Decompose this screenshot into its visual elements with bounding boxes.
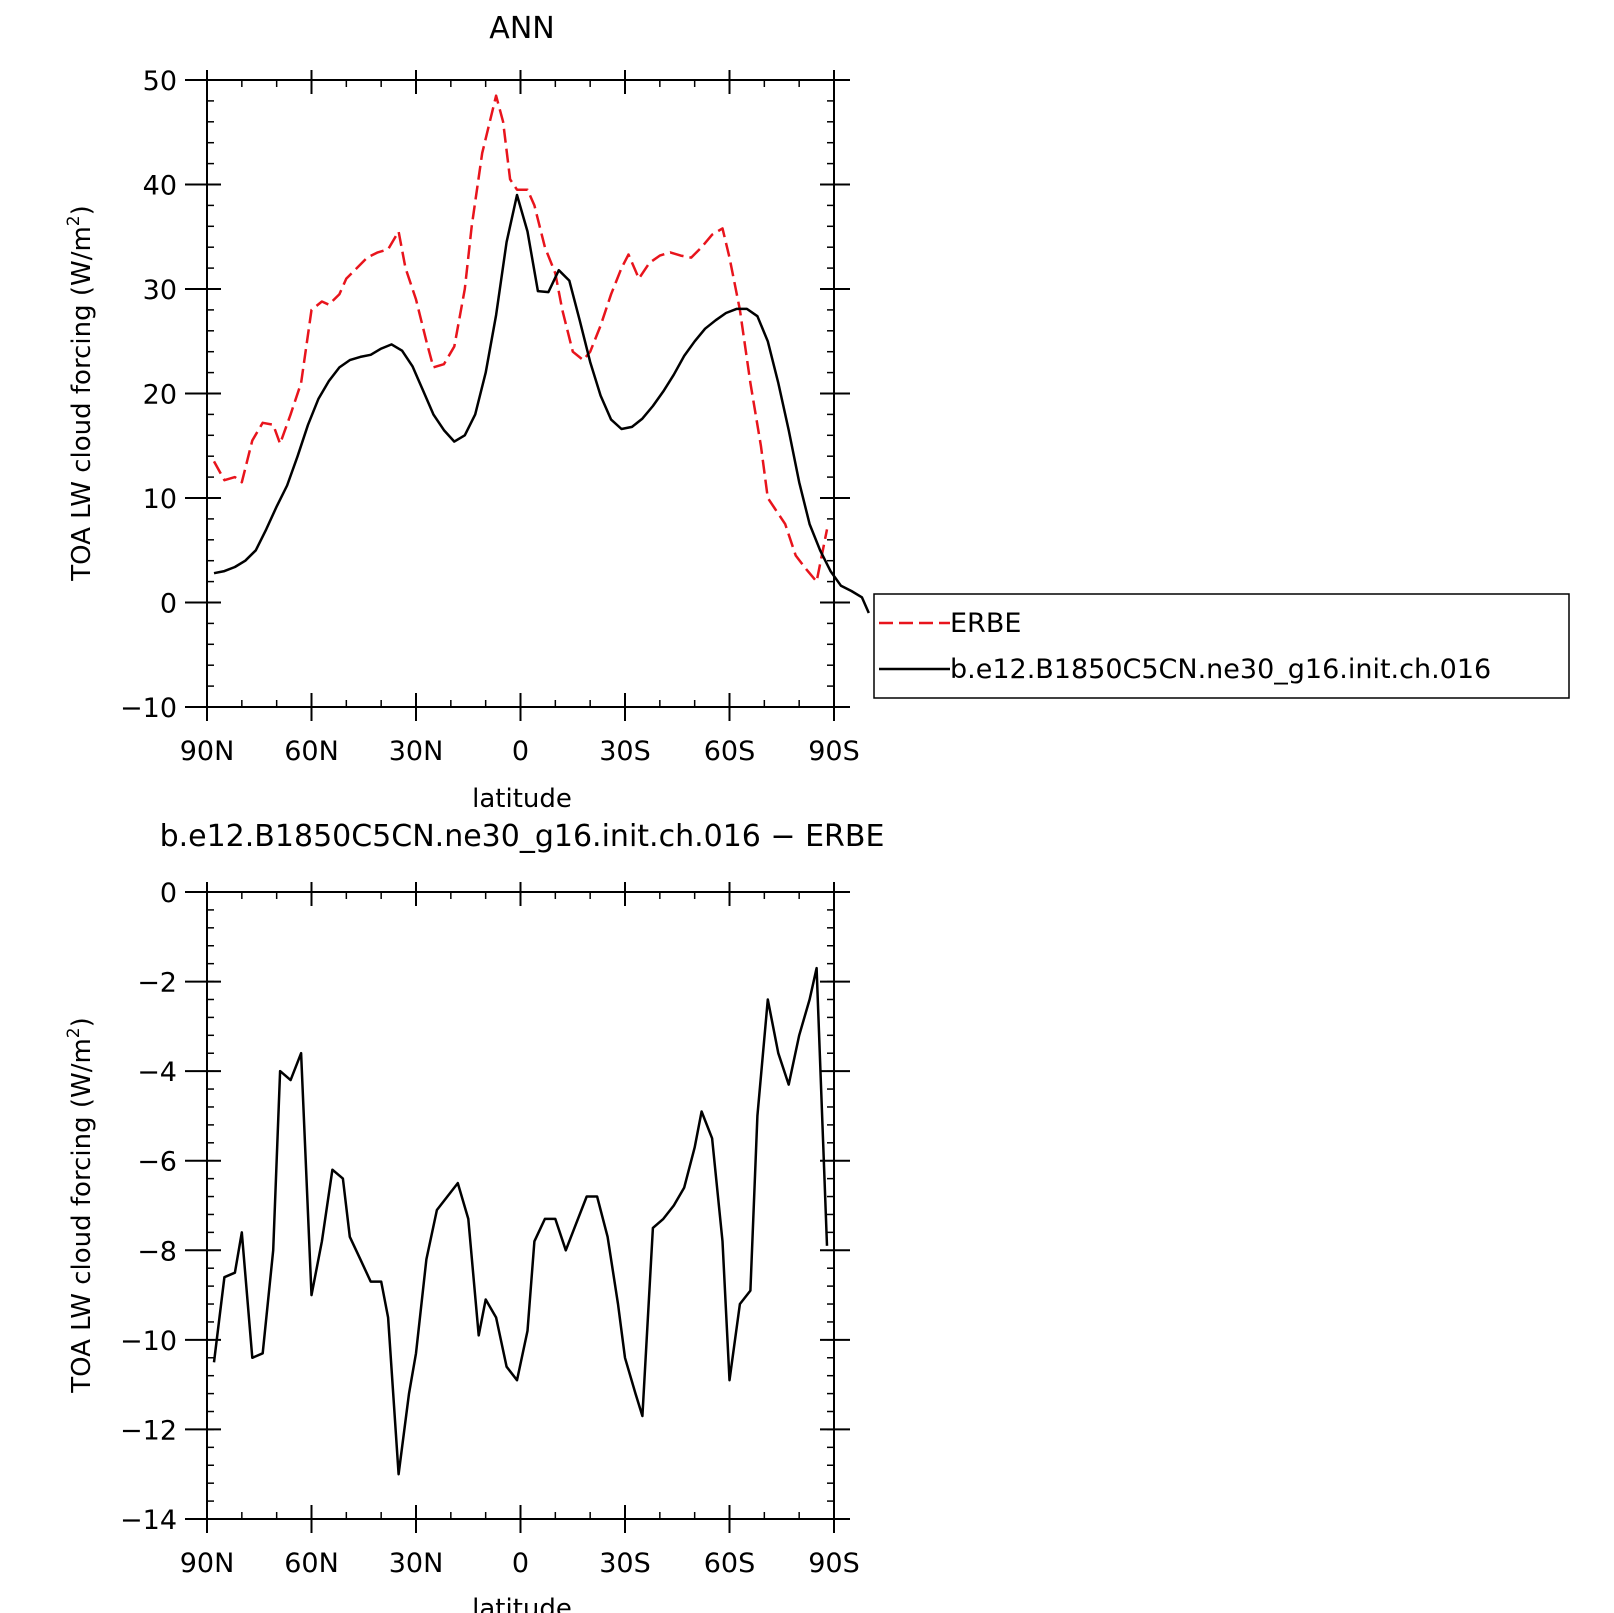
top-y-tick-label: 10 (143, 484, 177, 515)
top-y-axis-label: TOA LW cloud forcing (W/m2) (64, 205, 97, 582)
bottom-plot-frame (206, 891, 835, 1520)
legend-label-erbe: ERBE (950, 608, 1021, 639)
bottom-y-tick-label: −12 (120, 1415, 177, 1446)
top-series-lines (212, 94, 870, 614)
top-x-tick-label: 60S (704, 736, 756, 767)
bottom-x-tick-label: 60N (284, 1548, 339, 1579)
bottom-y-tick-label: −14 (120, 1505, 177, 1536)
legend-label-model: b.e12.B1850C5CN.ne30_g16.init.ch.016 (950, 654, 1491, 685)
top-y-tick-label: 40 (143, 171, 177, 202)
bottom-y-tick-label: −8 (137, 1236, 177, 1267)
legend-box (873, 593, 1570, 699)
bottom-series-line-difference (212, 966, 829, 1476)
bottom-y-tick-label: −10 (120, 1326, 177, 1357)
bottom-y-axis-label-text: TOA LW cloud forcing (W/m (67, 1038, 97, 1394)
bottom-y-axis-label-close: ) (67, 1017, 97, 1027)
bottom-y-axis-label: TOA LW cloud forcing (W/m2) (64, 1017, 97, 1394)
top-x-tick-label: 30S (599, 736, 651, 767)
bottom-x-tick-label: 30N (389, 1548, 444, 1579)
bottom-x-tick-label: 0 (512, 1548, 529, 1579)
legend: ERBE b.e12.B1850C5CN.ne30_g16.init.ch.01… (873, 593, 1570, 699)
top-y-tick-label: 50 (143, 66, 177, 97)
bottom-panel: b.e12.B1850C5CN.ne30_g16.init.ch.016 − E… (64, 819, 884, 1613)
top-y-tick-label: −10 (120, 693, 177, 724)
top-panel: ANN −10 0 10 20 30 40 50 90N 60N 30N 0 30S 60S 90S la… (64, 11, 1570, 814)
top-y-axis-label-close: ) (67, 205, 97, 215)
top-axes: −10 0 10 20 30 40 50 90N 60N 30N 0 30S 60S 90S (120, 66, 860, 767)
bottom-x-tick-label: 90N (180, 1548, 235, 1579)
top-plot-frame (206, 79, 835, 708)
bottom-y-tick-label: −6 (137, 1147, 177, 1178)
top-x-axis-label: latitude (472, 784, 572, 814)
top-y-tick-label: 30 (143, 275, 177, 306)
top-y-axis-label-superscript: 2 (64, 215, 84, 226)
bottom-x-tick-label: 60S (704, 1548, 756, 1579)
top-x-tick-label: 90S (808, 736, 860, 767)
bottom-x-tick-label: 30S (599, 1548, 651, 1579)
top-y-tick-label: 0 (160, 589, 177, 620)
bottom-axes: −14 −12 −10 −8 −6 −4 −2 0 90N 60N 30N 0 30S 60S 90S (120, 878, 860, 1579)
bottom-y-tick-label: −4 (137, 1057, 177, 1088)
bottom-chart-title: b.e12.B1850C5CN.ne30_g16.init.ch.016 − E… (160, 819, 885, 854)
bottom-y-axis-label-superscript: 2 (64, 1027, 84, 1038)
top-chart-title: ANN (489, 11, 554, 46)
top-series-line-erbe (212, 94, 829, 583)
bottom-x-axis-label: latitude (472, 1594, 572, 1613)
top-x-tick-label: 90N (180, 736, 235, 767)
bottom-y-tick-label: −2 (137, 968, 177, 999)
top-x-tick-label: 30N (389, 736, 444, 767)
bottom-x-tick-label: 90S (808, 1548, 860, 1579)
top-y-tick-label: 20 (143, 380, 177, 411)
bottom-series-lines (212, 966, 829, 1476)
top-y-axis-label-text: TOA LW cloud forcing (W/m (67, 226, 97, 582)
top-x-tick-label: 0 (512, 736, 529, 767)
top-x-tick-label: 60N (284, 736, 339, 767)
bottom-y-tick-label: 0 (160, 878, 177, 909)
top-series-line-b (213, 193, 870, 614)
